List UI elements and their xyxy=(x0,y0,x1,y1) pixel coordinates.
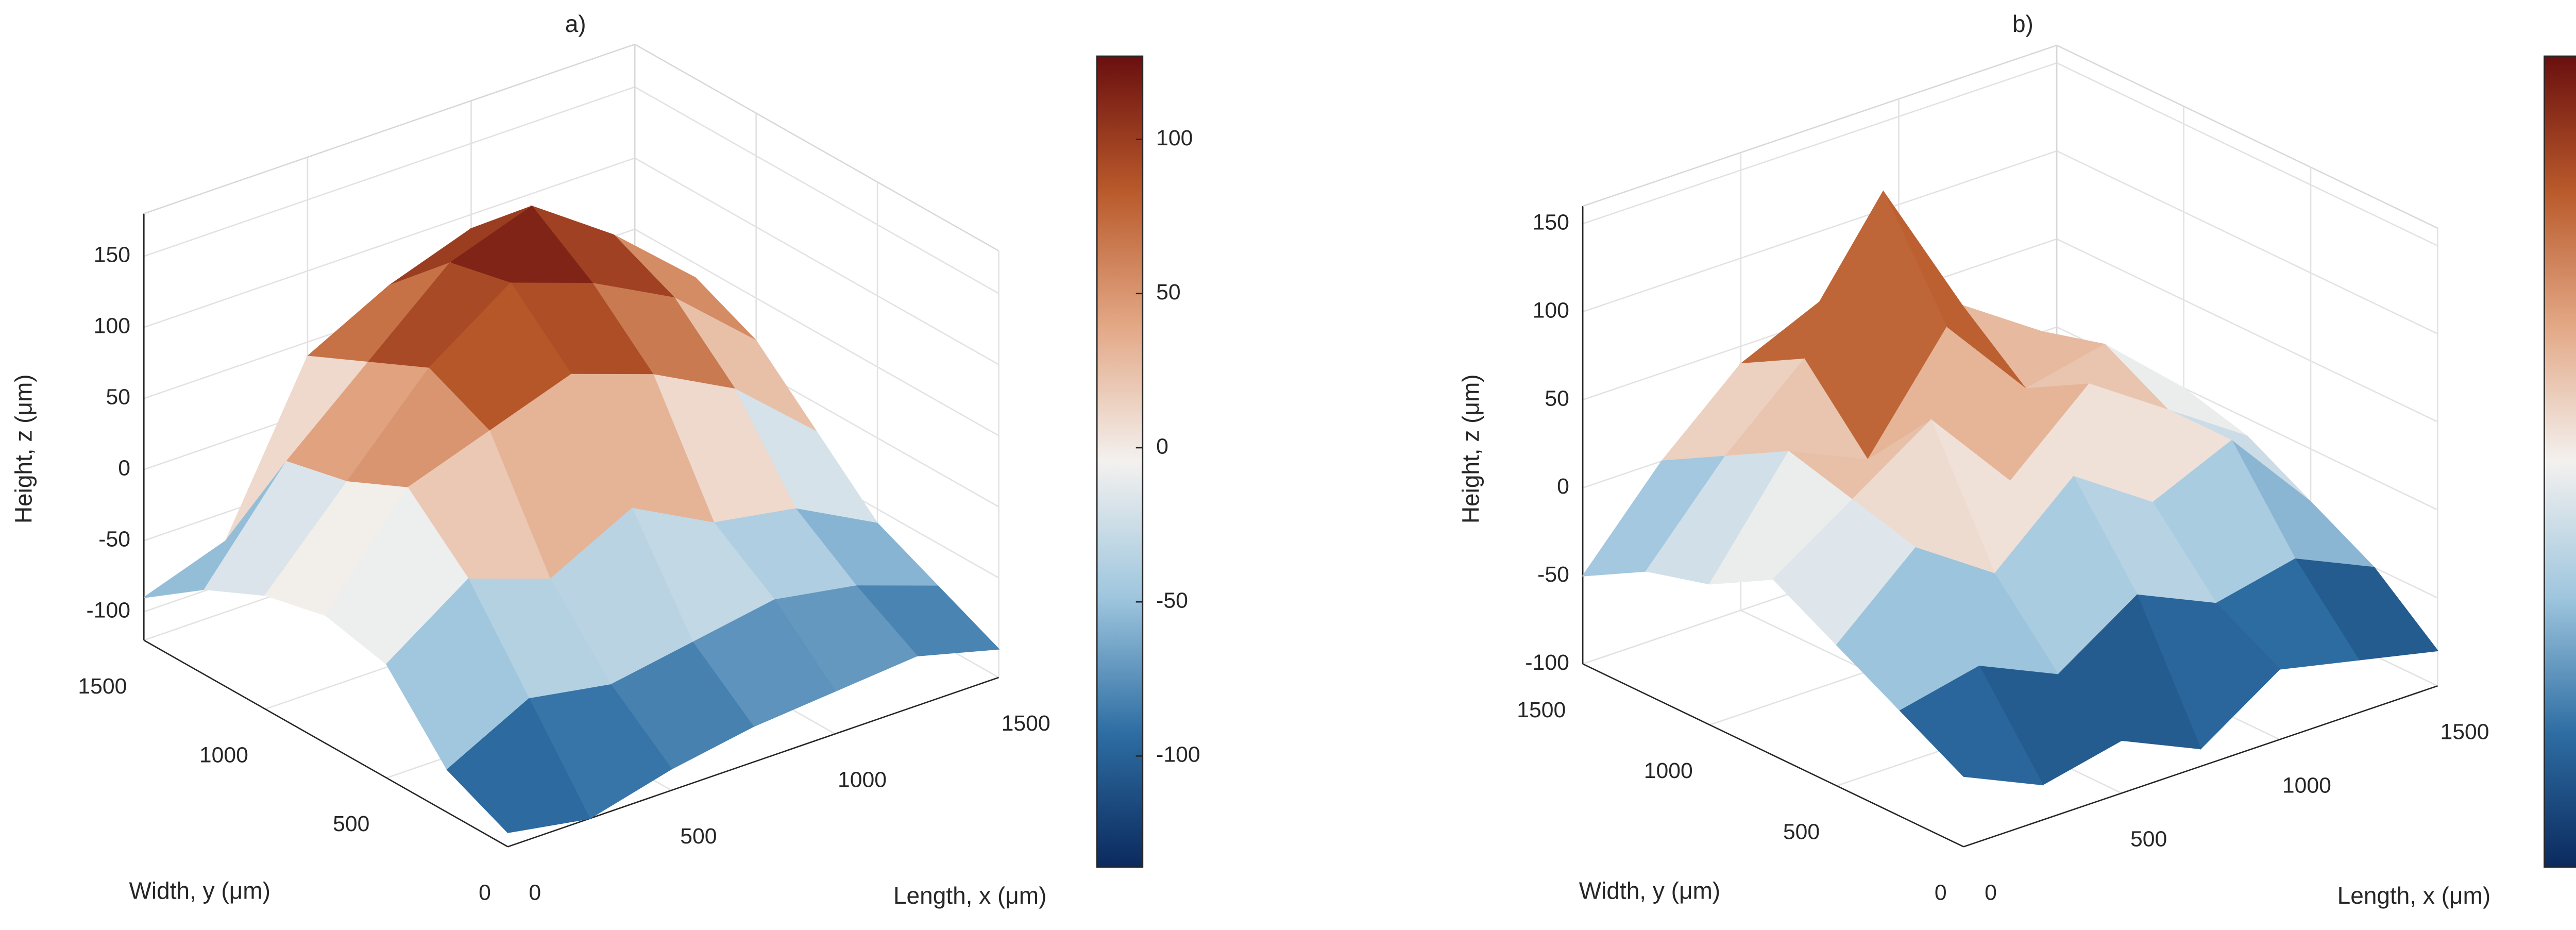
x-tick-label: 1000 xyxy=(838,768,887,792)
y-tick-label: 500 xyxy=(1783,819,1820,844)
grid-line xyxy=(634,228,999,436)
x-tick-label: 500 xyxy=(2130,827,2167,852)
colorbar-tick-label: -50 xyxy=(1156,588,1188,613)
y-tick-label: 0 xyxy=(1935,881,1947,905)
box-edge xyxy=(634,43,999,252)
x-axis-label: Length, x (μm) xyxy=(893,882,1046,909)
z-tick-label: 150 xyxy=(1533,210,1569,235)
y-tick-label: 0 xyxy=(479,881,491,905)
axis-line xyxy=(1963,685,2438,848)
colorbar xyxy=(1096,55,1144,868)
surface-patch xyxy=(1899,665,2044,786)
chart-title: a) xyxy=(565,10,586,37)
chart-title: b) xyxy=(2012,10,2033,37)
grid-line xyxy=(634,86,999,294)
axis-line xyxy=(1582,663,1964,848)
z-tick-label: -100 xyxy=(1525,650,1569,675)
colorbar xyxy=(2544,55,2576,868)
y-axis-label: Width, y (μm) xyxy=(129,877,270,904)
z-tick-label: 50 xyxy=(1545,386,1569,411)
grid-line xyxy=(634,157,999,365)
y-axis-label: Width, y (μm) xyxy=(1579,877,1720,904)
y-tick-label: 500 xyxy=(333,811,369,836)
z-tick-label: 100 xyxy=(1533,298,1569,323)
x-tick-label: 1000 xyxy=(2282,773,2331,798)
z-tick-label: -50 xyxy=(98,527,130,552)
z-axis-label: Height, z (μm) xyxy=(1458,374,1484,523)
colorbar-tick-label: -100 xyxy=(1156,742,1200,767)
grid-line xyxy=(143,86,635,257)
x-tick-label: 0 xyxy=(529,881,541,905)
colorbar-tick-label: 50 xyxy=(1156,280,1181,305)
grid-line xyxy=(143,157,635,328)
y-tick-label: 1000 xyxy=(199,742,248,767)
box-edge xyxy=(2056,44,2438,229)
z-tick-label: 50 xyxy=(106,385,131,410)
surface-patch xyxy=(446,698,591,833)
z-tick-label: -100 xyxy=(87,598,130,623)
grid-line xyxy=(1582,150,2057,313)
box-edge xyxy=(1582,44,2057,207)
grid-line xyxy=(2056,150,2438,335)
colorbar-tick-label: 100 xyxy=(1156,126,1193,150)
box-edge xyxy=(143,43,635,214)
x-tick-label: 1500 xyxy=(2441,720,2489,745)
x-tick-label: 1500 xyxy=(1002,711,1050,736)
z-tick-label: -50 xyxy=(1537,562,1569,587)
z-tick-label: 100 xyxy=(94,314,130,339)
grid-line xyxy=(2056,62,2438,247)
axis-line xyxy=(143,639,509,848)
y-tick-label: 1000 xyxy=(1644,758,1693,783)
grid-line xyxy=(1582,62,2057,225)
x-axis-label: Length, x (μm) xyxy=(2337,882,2491,909)
grid-line xyxy=(2056,238,2438,422)
z-axis-label: Height, z (μm) xyxy=(10,374,37,523)
y-tick-label: 1500 xyxy=(78,674,127,699)
colorbar-tick-label: 0 xyxy=(1156,434,1168,459)
z-tick-label: 0 xyxy=(118,456,130,481)
z-tick-label: 150 xyxy=(94,243,130,267)
y-tick-label: 1500 xyxy=(1517,698,1566,722)
z-tick-label: 0 xyxy=(1557,474,1569,499)
x-tick-label: 500 xyxy=(680,824,717,849)
x-tick-label: 0 xyxy=(1985,881,1997,905)
